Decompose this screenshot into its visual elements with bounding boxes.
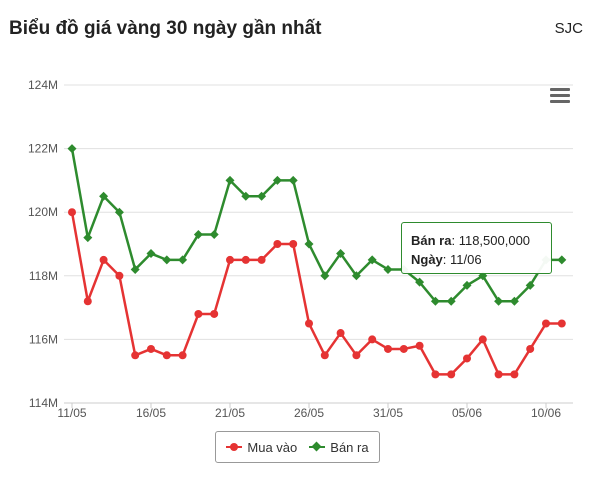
data-point-buy: [241, 255, 250, 264]
data-point-sell: [383, 264, 393, 274]
data-point-buy: [352, 351, 361, 360]
tooltip-label-date: Ngày: [411, 252, 443, 267]
legend-label-sell: Bán ra: [330, 439, 369, 455]
data-point-sell: [320, 271, 330, 281]
legend-item-buy[interactable]: Mua vào: [226, 440, 297, 455]
data-point-buy: [289, 240, 298, 248]
x-tick-label: 11/05: [57, 406, 86, 420]
data-point-sell: [178, 255, 188, 265]
data-point-sell: [525, 280, 535, 290]
y-tick-label: 118M: [29, 269, 58, 283]
data-point-sell: [446, 296, 456, 306]
data-point-buy: [478, 335, 487, 344]
data-point-buy: [178, 351, 187, 360]
legend-label-buy: Mua vào: [247, 439, 298, 455]
chart-legend: Mua vào Bán ra: [215, 431, 380, 463]
data-point-sell: [146, 249, 156, 259]
x-tick-label: 21/05: [215, 406, 245, 420]
data-point-buy: [320, 351, 329, 360]
x-tick-label: 05/06: [452, 406, 482, 420]
data-point-sell: [430, 296, 440, 306]
data-point-buy: [526, 344, 535, 353]
data-point-buy: [557, 319, 566, 328]
data-point-sell: [83, 233, 93, 243]
data-point-sell: [288, 175, 298, 185]
data-point-buy: [368, 335, 377, 344]
data-point-buy: [226, 255, 234, 264]
data-point-sell: [209, 229, 219, 239]
data-point-buy: [273, 240, 282, 248]
x-tick-label: 16/05: [136, 406, 166, 420]
tooltip-value-sell: 118,500,000: [458, 233, 531, 248]
data-point-buy: [305, 319, 313, 328]
tooltip-label-sell: Bán ra: [411, 233, 452, 248]
data-point-sell: [494, 296, 504, 306]
x-tick-label: 26/05: [294, 406, 324, 420]
data-point-buy: [494, 370, 503, 379]
data-point-buy: [431, 370, 440, 379]
data-point-buy: [131, 351, 140, 360]
chart-tooltip: Bán ra: 118,500,000 Ngày: 11/06: [401, 222, 552, 274]
data-point-sell: [225, 175, 235, 185]
y-tick-label: 116M: [29, 332, 58, 346]
data-point-buy: [384, 344, 392, 353]
data-point-buy: [257, 255, 266, 264]
data-point-sell: [351, 271, 361, 281]
data-point-buy: [68, 208, 76, 217]
hamburger-menu-icon[interactable]: [550, 88, 570, 104]
data-point-sell: [193, 229, 203, 239]
data-point-buy: [210, 309, 219, 318]
data-point-buy: [99, 255, 108, 264]
x-tick-label: 31/05: [373, 406, 403, 420]
data-point-buy: [415, 341, 424, 350]
chart-title: Biểu đồ giá vàng 30 ngày gần nhất: [9, 18, 322, 39]
data-point-buy: [510, 370, 519, 379]
legend-circle-icon: [226, 442, 243, 452]
data-point-sell: [415, 277, 425, 287]
brand-label: SJC: [554, 20, 583, 37]
x-tick-label: 10/06: [531, 406, 561, 420]
data-point-buy: [336, 329, 345, 338]
data-point-buy: [194, 309, 203, 318]
data-point-sell: [130, 264, 140, 274]
data-point-sell: [257, 191, 267, 201]
data-point-buy: [447, 370, 456, 379]
data-point-sell: [99, 191, 109, 201]
data-point-buy: [115, 271, 124, 280]
data-point-sell: [67, 144, 77, 154]
data-point-sell: [241, 191, 251, 201]
y-tick-label: 114M: [29, 396, 58, 410]
data-point-sell: [509, 296, 519, 306]
data-point-sell: [336, 249, 346, 259]
legend-diamond-icon: [309, 441, 326, 452]
data-point-sell: [462, 280, 472, 290]
tooltip-value-date: 11/06: [450, 252, 482, 267]
data-point-sell: [367, 255, 377, 265]
y-tick-label: 122M: [28, 142, 58, 156]
y-tick-label: 124M: [28, 78, 58, 92]
data-point-sell: [272, 175, 282, 185]
data-point-buy: [147, 344, 155, 353]
data-point-sell: [557, 255, 567, 265]
data-point-buy: [83, 297, 92, 306]
legend-item-sell[interactable]: Bán ra: [309, 439, 369, 455]
data-point-buy: [463, 354, 471, 363]
data-point-buy: [162, 351, 171, 360]
data-point-sell: [114, 207, 124, 217]
data-point-buy: [542, 319, 550, 328]
data-point-buy: [399, 344, 408, 353]
data-point-sell: [162, 255, 172, 265]
data-point-sell: [304, 239, 314, 249]
y-tick-label: 120M: [28, 205, 58, 219]
